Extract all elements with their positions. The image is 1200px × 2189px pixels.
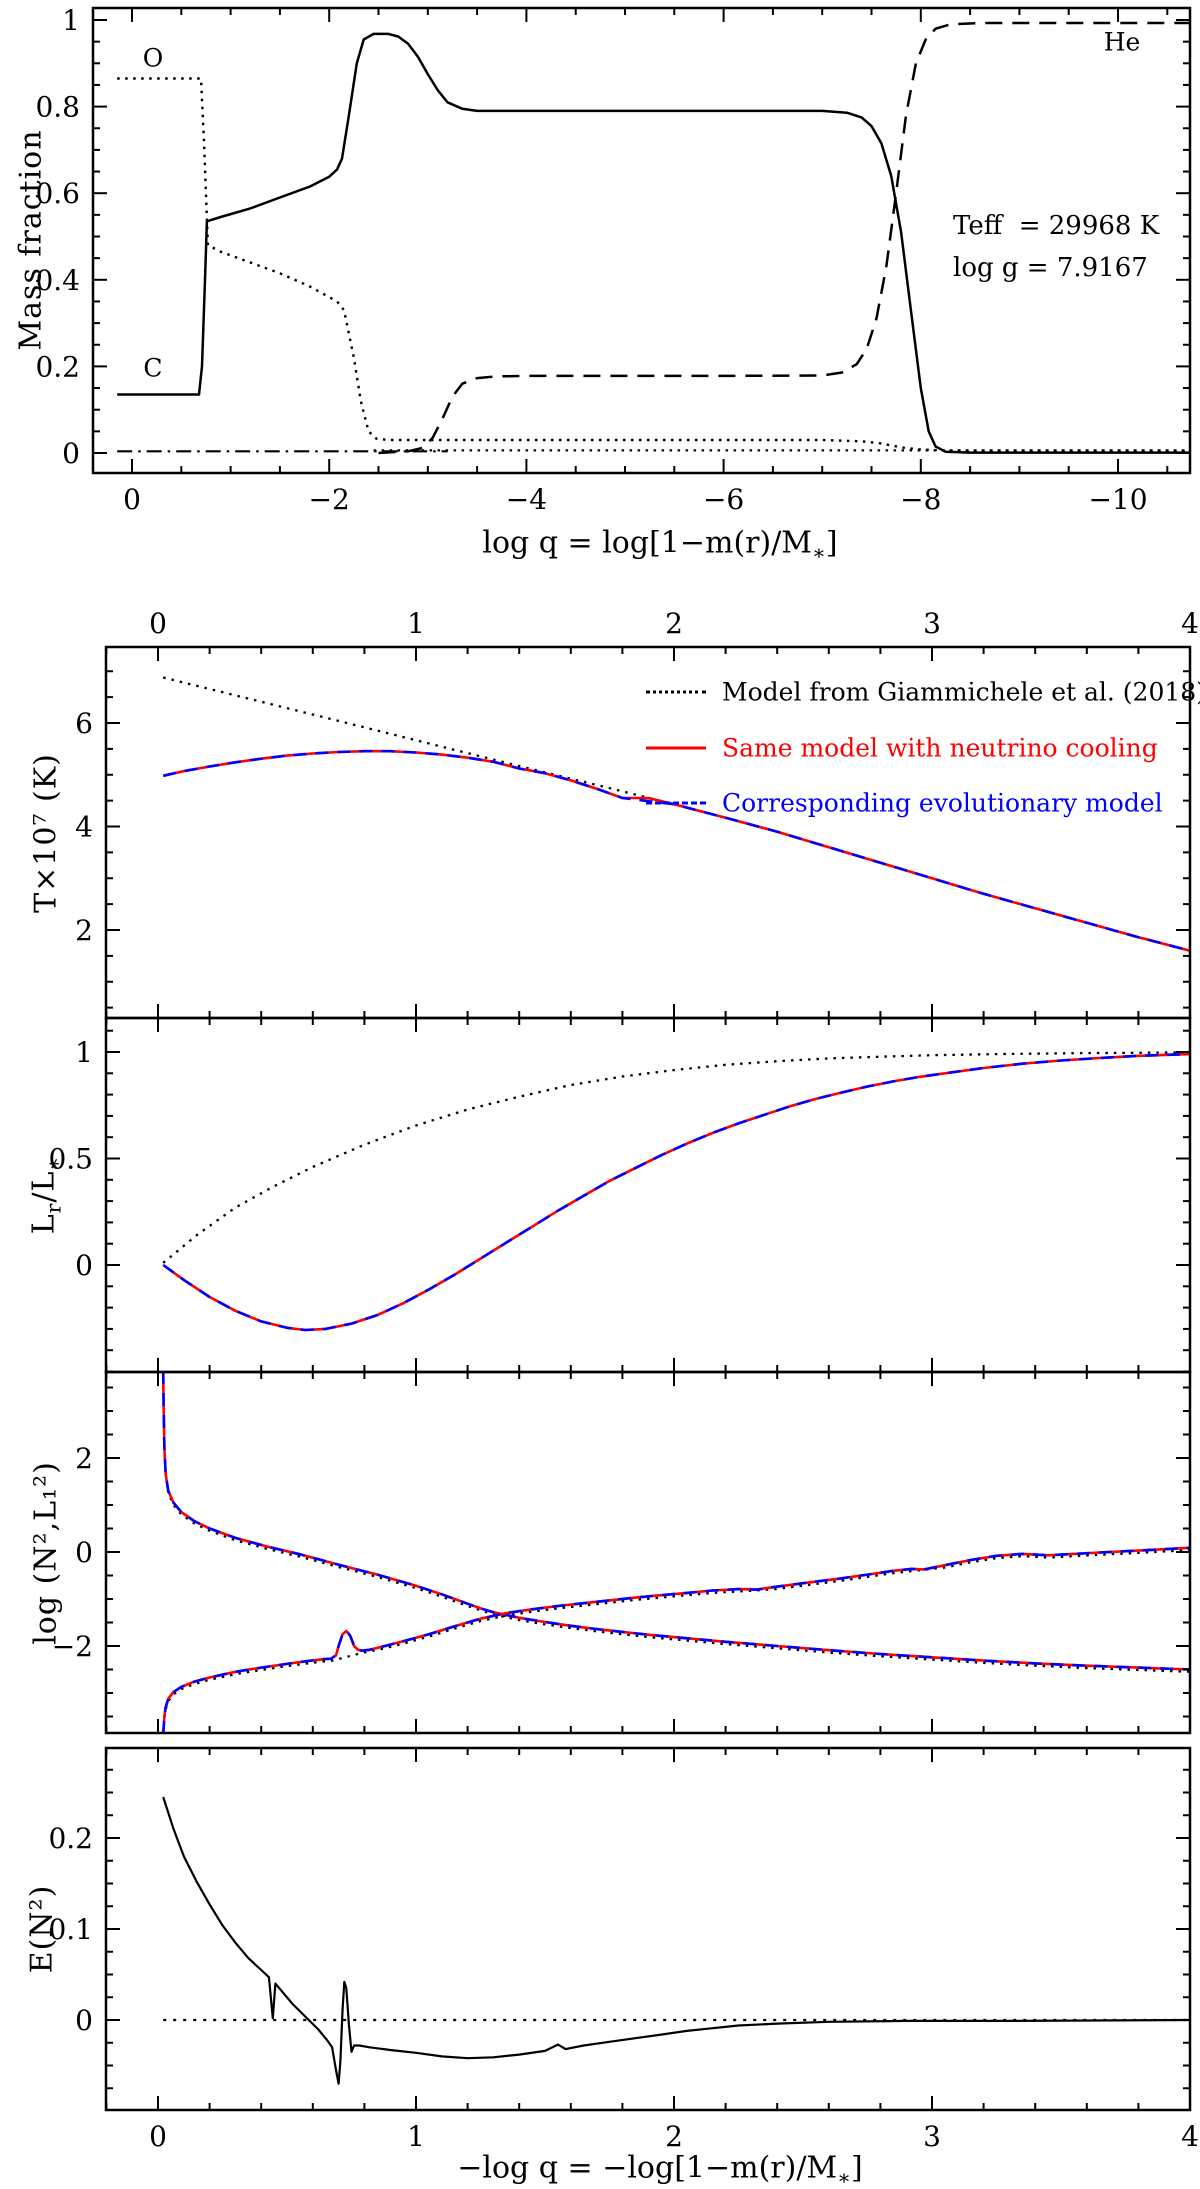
l-neutrino-red-series — [162, 1052, 1190, 1332]
y-tick-label: 4 — [75, 811, 93, 844]
x-tick-label: −6 — [703, 483, 744, 516]
x-tick-label: 1 — [407, 2120, 425, 2153]
temperature-axis-title: T×10⁷ (K) — [28, 753, 64, 913]
n2-evolution-blue-dashed-series — [161, 1372, 1190, 1671]
bottom-x-axis-title: −log q = −log[1−m(r)/M∗] — [457, 2151, 862, 2189]
top-x-axis-title-close: ] — [825, 525, 838, 561]
x-tick-label: 1 — [407, 607, 425, 640]
l-evolution-blue-dashed-series — [162, 1052, 1190, 1332]
luminosity-frame — [104, 1016, 1192, 1374]
x-tick-label: 0 — [149, 2120, 167, 2153]
y-tick-label: 2 — [75, 1442, 93, 1475]
bottom-x-axis-title-sub: ∗ — [837, 2165, 852, 2189]
y-tick-label: 6 — [75, 707, 93, 740]
kernel-panel: 0 1 2 3 4 0 0.1 0.2 — [48, 1746, 1199, 2153]
legend-label: Same model with neutrino cooling — [722, 733, 1158, 763]
kernel-axis-title: E(N²) — [24, 1884, 60, 1974]
y-tick-label: 0.2 — [48, 1822, 93, 1855]
y-tick-label: 0 — [62, 437, 80, 470]
y-tick-label: 0 — [75, 1536, 93, 1569]
x-tick-label: 0 — [149, 607, 167, 640]
carbon-profile-solid-series — [117, 32, 1190, 454]
legend-label: Corresponding evolutionary model — [722, 788, 1163, 818]
x-tick-label: 3 — [923, 2120, 941, 2153]
luminosity-axis-title-subr: r — [41, 1202, 66, 1214]
logg-annotation: log g = 7.9167 — [953, 253, 1148, 283]
kernel-frame — [104, 1746, 1192, 2112]
y-tick-label: 0 — [75, 1249, 93, 1282]
brunt-lamb-panel: −2 0 2 — [52, 1370, 1192, 1735]
y-tick-label: 2 — [75, 914, 93, 947]
y-tick-label: 0.4 — [35, 264, 80, 297]
l12-evolution-blue-dashed-series — [161, 1546, 1190, 1733]
x-tick-label: −2 — [309, 483, 350, 516]
n2-giammichele-dotted-series — [162, 1372, 1190, 1673]
carbon-curve-label: C — [143, 353, 163, 383]
legend-solid-line-icon — [646, 746, 706, 750]
x-tick-label: 4 — [1181, 607, 1199, 640]
mass-fraction-panel: 0 −2 −4 −6 −8 −10 0 0.2 0.4 0.6 0.8 1 — [35, 4, 1192, 516]
helium-profile-dashed-series — [378, 21, 1190, 455]
l12-giammichele-dotted-series — [162, 1549, 1190, 1733]
brunt-lamb-frame — [104, 1370, 1192, 1735]
l12-neutrino-red-series — [161, 1546, 1190, 1733]
mass-fraction-frame — [91, 6, 1192, 475]
x-tick-label: −10 — [1088, 483, 1147, 516]
kernel-solid-series — [162, 1796, 1190, 2085]
t-neutrino-red-series — [162, 749, 1190, 952]
y-tick-label: 0 — [75, 2004, 93, 2037]
x-tick-label: 0 — [123, 483, 141, 516]
bottom-x-axis-title-close: ] — [851, 2150, 863, 2186]
y-tick-label: 0.5 — [48, 1143, 93, 1176]
top-x-axis-title: log q = log[1−m(r)/M∗] — [482, 526, 837, 565]
y-tick-label: 1 — [62, 4, 80, 37]
x-tick-label: 2 — [665, 607, 683, 640]
legend-dotted-line-icon — [646, 690, 706, 694]
l-giammichele-dotted-series — [162, 1051, 1190, 1264]
teff-annotation: Teff = 29968 K — [953, 211, 1160, 241]
t-evolution-blue-dashed-series — [162, 749, 1190, 952]
top-x-axis-title-sub: ∗ — [812, 540, 826, 565]
luminosity-axis-title: Lr/L∗ — [27, 1156, 66, 1235]
luminosity-axis-title-l: L — [26, 1213, 62, 1235]
helium-curve-label: He — [1103, 27, 1141, 57]
legend-label: Model from Giammichele et al. (2018) — [722, 677, 1200, 707]
oxygen-curve-label: O — [142, 43, 164, 73]
luminosity-panel: 00.51 — [48, 1016, 1192, 1374]
y-tick-label: 0.6 — [35, 177, 80, 210]
y-tick-label: 0.2 — [35, 350, 80, 383]
luminosity-axis-title-mid: /L — [26, 1170, 62, 1203]
mass-fraction-axis-title: Mass fraction — [13, 129, 49, 351]
brunt-lamb-axis-title: log (N²,L₁²) — [28, 1461, 64, 1645]
x-tick-label: 3 — [923, 607, 941, 640]
x-tick-label: −4 — [506, 483, 547, 516]
x-tick-label: −8 — [900, 483, 941, 516]
y-tick-label: 0.8 — [35, 91, 80, 124]
y-tick-label: 0.1 — [48, 1913, 93, 1946]
bottom-x-axis-title-main: −log q = −log[1−m(r)/M — [457, 2150, 838, 2186]
y-tick-label: −2 — [52, 1630, 93, 1663]
luminosity-axis-title-substar: ∗ — [41, 1155, 66, 1171]
n2-neutrino-red-series — [161, 1372, 1190, 1671]
x-tick-label: 2 — [665, 2120, 683, 2153]
top-x-axis-title-main: log q = log[1−m(r)/M — [482, 525, 813, 561]
legend-dashed-line-icon — [646, 801, 706, 805]
y-tick-label: 1 — [75, 1036, 93, 1069]
x-tick-label: 4 — [1181, 2120, 1199, 2153]
temperature-panel: 0 1 2 3 4 2 4 6 — [75, 607, 1199, 1020]
